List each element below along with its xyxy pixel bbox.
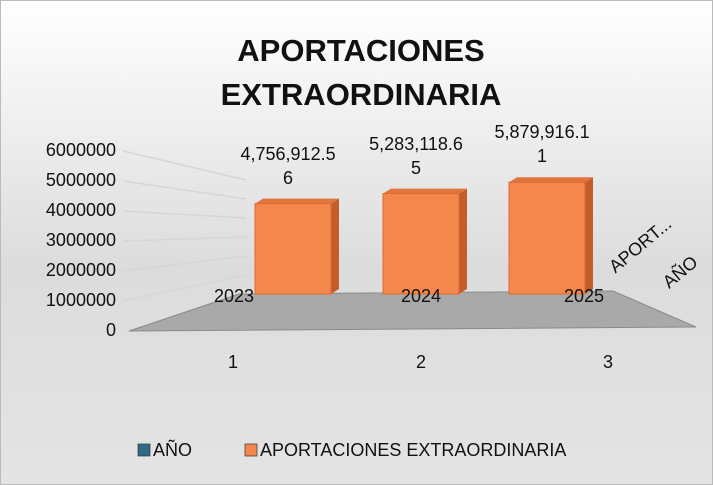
legend-swatch [244,443,258,457]
y-tick-label: 6000000 [46,140,116,160]
bar-face [383,188,467,194]
legend-label: AÑO [153,439,192,460]
floor [128,290,697,332]
data-label: 2025 [564,286,604,306]
x-tick-label: 3 [603,352,613,372]
bar [508,177,593,295]
bar-face [459,188,467,294]
bar-face [509,177,593,183]
bar-face [382,193,460,295]
y-tick-label: 4000000 [46,200,116,220]
bar-face [331,198,339,294]
y-tick-label: 5000000 [46,170,116,190]
bar [382,188,467,295]
data-label: 5,283,118.65 [369,133,463,178]
grid-line [122,180,247,200]
bar-face [508,181,586,295]
bar-face [255,198,339,204]
y-tick-label: 2000000 [46,260,116,280]
y-tick-label: 3000000 [46,230,116,250]
bar [254,198,339,295]
y-tick-label: 0 [106,320,116,340]
grid-line [122,210,247,219]
depth-label: AÑO [658,251,701,292]
data-label: 5,879,916.11 [494,122,590,167]
grid-line [122,274,247,302]
bar-face [254,203,332,295]
legend-label: APORTACIONES EXTRAORDINARIA [260,440,566,460]
data-label: 4,756,912.56 [240,143,336,188]
data-label: 2023 [214,286,254,306]
x-tick-label: 1 [228,352,238,372]
grid-line [122,255,247,272]
data-label: 2024 [401,286,441,306]
y-tick-label: 1000000 [46,290,116,310]
grid-line [122,236,247,242]
grid-line [122,150,247,181]
bar-face [585,177,593,294]
depth-label: APORT... [605,213,675,276]
x-tick-label: 2 [416,352,426,372]
legend-swatch [137,443,151,457]
chart-title: APORTACIONES EXTRAORDINARIA [220,33,502,112]
